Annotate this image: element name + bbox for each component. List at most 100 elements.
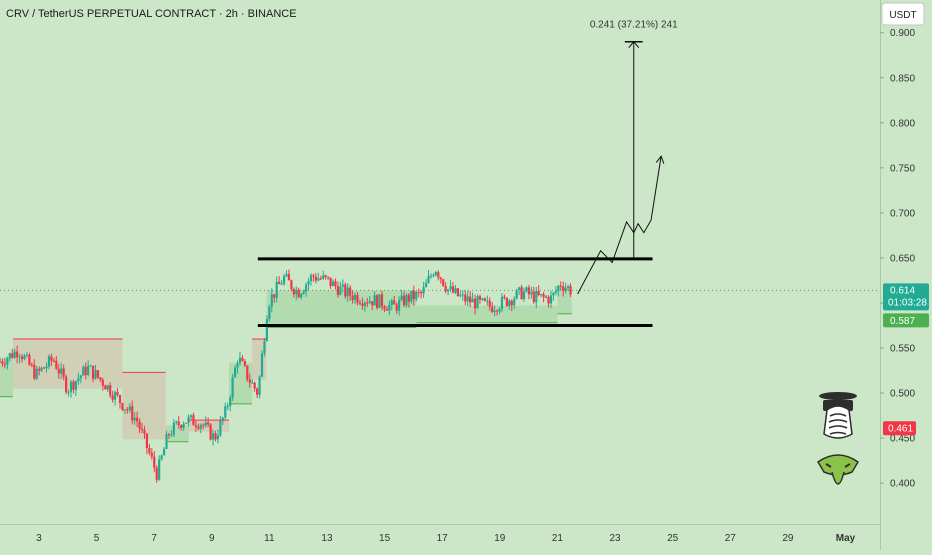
price-tick-label: 0.550 — [890, 344, 915, 355]
candle-up — [552, 292, 555, 296]
candle-up — [476, 296, 479, 309]
candle-down — [57, 368, 60, 374]
candle-down — [393, 300, 396, 305]
candle-up — [184, 422, 188, 424]
candle-down — [209, 424, 212, 440]
candle-down — [356, 294, 359, 303]
current-price-badge-box — [883, 283, 929, 311]
candle-down — [366, 302, 369, 304]
candle-down — [28, 354, 31, 365]
candle-up — [268, 306, 271, 320]
candle-up — [322, 275, 325, 279]
measure-arrowhead — [628, 40, 640, 49]
candle-down — [559, 285, 562, 287]
candle-up — [229, 397, 232, 407]
price-tick-label: 0.800 — [890, 118, 915, 129]
candle-up — [69, 381, 73, 392]
candle-down — [150, 452, 153, 457]
candle-down — [207, 422, 210, 425]
candle-up — [398, 300, 401, 311]
candle-up — [258, 376, 261, 395]
candle-down — [371, 301, 374, 306]
candle-down — [214, 433, 217, 440]
candle-down — [145, 433, 149, 449]
candle-down — [451, 286, 455, 293]
candle-down — [202, 424, 205, 426]
candle-down — [62, 368, 65, 377]
candle-up — [466, 296, 469, 302]
candle-down — [437, 272, 440, 278]
candle-down — [180, 425, 183, 428]
candle-down — [547, 297, 550, 304]
candle-up — [260, 353, 264, 377]
candle-down — [16, 351, 19, 358]
candle-down — [253, 382, 256, 389]
trend-band-bullish — [416, 305, 558, 323]
candle-down — [383, 306, 386, 310]
trend-band-bearish — [188, 420, 230, 432]
candle-down — [101, 379, 104, 386]
candle-down — [256, 388, 259, 395]
candle-up — [74, 380, 78, 390]
candle-up — [427, 276, 430, 283]
candle-up — [236, 362, 239, 368]
candle-up — [307, 281, 310, 285]
logo-hat — [819, 392, 857, 400]
candle-up — [263, 341, 266, 354]
candle-down — [491, 306, 494, 313]
candle-up — [224, 406, 227, 418]
candle-down — [297, 289, 300, 298]
time-tick-label: 19 — [494, 533, 506, 544]
logo-stripes — [828, 413, 848, 435]
candle-down — [197, 426, 200, 429]
candle-up — [390, 300, 393, 305]
candle-up — [128, 406, 131, 411]
candle-up — [432, 275, 435, 277]
candle-down — [50, 356, 53, 361]
candle-up — [518, 287, 521, 291]
trend-band-bullish — [557, 285, 572, 314]
measure-label: 0.241 (37.21%) 241 — [590, 20, 678, 31]
projection-arrowhead — [655, 155, 665, 164]
candle-up — [160, 455, 163, 460]
candle-up — [405, 294, 408, 306]
time-tick-label: 21 — [552, 533, 564, 544]
resistance-badge-box — [883, 421, 916, 436]
candle-down — [131, 406, 134, 421]
currency-button-box[interactable] — [881, 2, 925, 26]
candle-down — [140, 428, 144, 430]
candle-up — [187, 417, 190, 423]
candle-down — [495, 310, 499, 312]
candle-up — [238, 357, 242, 363]
candle-up — [415, 292, 418, 300]
candle-up — [353, 294, 357, 300]
candle-up — [302, 291, 305, 294]
candle-up — [515, 290, 518, 299]
candle-down — [464, 294, 467, 302]
currency-button[interactable]: USDT — [881, 2, 925, 26]
candle-up — [47, 356, 51, 367]
candle-down — [527, 287, 531, 295]
support-badge: 0.587 — [883, 313, 929, 328]
logo-head — [823, 405, 853, 439]
resistance-badge: 0.461 — [883, 421, 916, 436]
candle-up — [87, 365, 90, 376]
candle-up — [251, 382, 254, 384]
current-price-value: 0.614 — [890, 285, 915, 296]
support-badge-box — [883, 313, 929, 328]
currency-label[interactable]: USDT — [889, 10, 916, 21]
candle-up — [309, 275, 313, 282]
candle-up — [341, 284, 344, 287]
candle-down — [483, 298, 486, 301]
trend-band-bullish — [266, 290, 417, 328]
price-tick-label: 0.850 — [890, 73, 915, 84]
candle-up — [400, 295, 403, 301]
candle-up — [82, 366, 85, 376]
candle-up — [216, 435, 220, 440]
candle-up — [60, 368, 63, 374]
candle-down — [503, 296, 506, 298]
candle-down — [121, 403, 124, 410]
